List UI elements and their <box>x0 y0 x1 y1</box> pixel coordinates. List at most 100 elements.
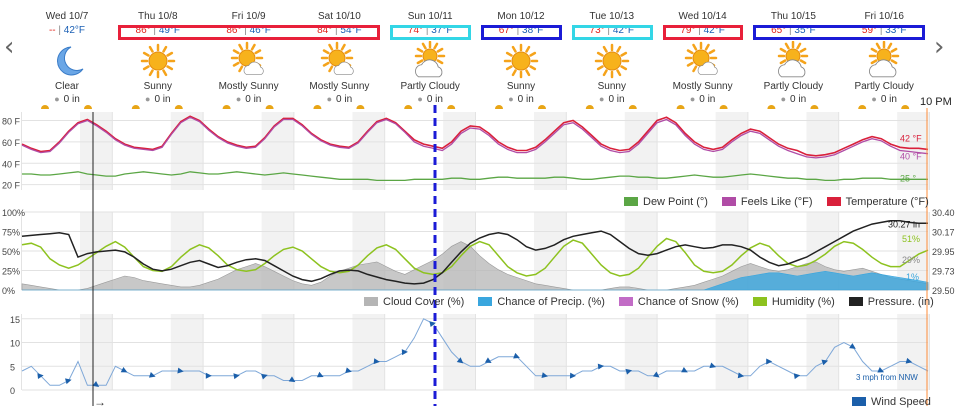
legend-label[interactable]: Wind Speed <box>871 396 931 408</box>
day-condition: Mostly Sunny <box>309 81 370 92</box>
y-tick-label: 60 F <box>2 138 21 148</box>
wind-direction-icon <box>597 363 605 370</box>
legend-label[interactable]: Dew Point (°) <box>643 196 708 208</box>
day-temps: 74° | 37°F <box>407 25 453 36</box>
sun-marker-icon <box>84 105 92 109</box>
legend-swatch[interactable] <box>852 397 866 406</box>
y-tick-label: 10 <box>10 339 20 349</box>
wind-direction-icon <box>205 372 212 379</box>
raindrop-icon: ● <box>508 94 514 104</box>
day-column[interactable]: Sun 10/11 74° | 37°F Partly Cloudy ● 0 in <box>385 0 475 110</box>
legend-label[interactable]: Pressure. (in) <box>867 296 934 308</box>
legend-label[interactable]: Feels Like (°F) <box>740 196 813 208</box>
legend-label[interactable]: Cloud Cover (%) <box>383 296 465 308</box>
next-arrow-button[interactable]: › <box>934 32 945 62</box>
legend-swatch[interactable] <box>478 297 493 306</box>
day-name: Wed 10/7 <box>45 11 89 22</box>
day-temps: 86° | 46°F <box>226 25 271 36</box>
low-temp: 37°F <box>431 25 453 36</box>
night-band <box>352 314 385 390</box>
sun-marker-icon <box>404 105 413 109</box>
pressure-end-label: 30.27 in <box>888 219 920 229</box>
sun-marker-icon <box>356 105 365 109</box>
raindrop-icon: ● <box>417 94 423 104</box>
raindrop-icon: ● <box>689 94 696 104</box>
humidity-legend: Cloud Cover (%) Chance of Precip. (%) Chan… <box>350 296 934 308</box>
prev-arrow-button[interactable]: ‹ <box>4 32 15 62</box>
sun-marker-icon <box>313 105 322 109</box>
legend-swatch[interactable] <box>364 297 378 306</box>
legend-swatch[interactable] <box>618 297 633 306</box>
sun-marker-icon <box>767 105 776 109</box>
wind-direction-icon <box>456 357 464 364</box>
legend-swatch[interactable] <box>752 297 767 306</box>
day-column[interactable]: Wed 10/7 -- | 42°F Clear ● 0 in <box>22 0 112 110</box>
cloud-cover-end-label: 29% <box>902 255 920 265</box>
sun-marker-icon <box>222 105 231 109</box>
highlight-box <box>662 25 744 40</box>
partly-cloudy-icon <box>410 40 450 81</box>
temperature-end-label: 42 °F <box>900 133 922 143</box>
day-temps: 79° | 42°F <box>680 25 725 36</box>
night-band <box>534 314 566 390</box>
day-column[interactable]: Fri 10/16 59° | 33°F Partly Cloudy ● 0 in <box>839 0 929 110</box>
day-condition: Partly Cloudy <box>763 81 824 92</box>
wind-direction-icon <box>92 381 100 388</box>
y-tick-label: 0% <box>2 286 15 296</box>
legend-swatch[interactable] <box>721 197 736 206</box>
wind-direction-icon <box>625 368 633 375</box>
wind-direction-icon <box>737 372 745 379</box>
day-condition: Clear <box>55 81 79 92</box>
raindrop-icon: ● <box>145 94 151 104</box>
day-precip: ● 0 in <box>871 94 897 105</box>
right-arrow-icon[interactable]: → <box>94 395 106 409</box>
wind-direction-icon <box>148 371 156 378</box>
highlight-box <box>753 25 925 40</box>
dew-point-end-label: 25 ° <box>900 173 917 183</box>
partly-sun-icon <box>229 41 269 81</box>
legend-label[interactable]: Humidity (%) <box>771 296 835 308</box>
wind-direction-icon <box>709 362 717 369</box>
wind-direction-icon <box>766 358 773 365</box>
day-precip: ● 0 in <box>599 94 625 105</box>
wind-direction-icon <box>513 352 520 359</box>
wind-direction-icon <box>821 359 829 366</box>
day-precip: ● 0 in <box>235 94 262 105</box>
wind-direction-icon <box>120 366 128 373</box>
wind-direction-icon <box>652 371 660 378</box>
day-column[interactable]: Tue 10/13 73° | 42°F Sunny ● 0 in <box>567 0 657 110</box>
low-temp: 38°F <box>522 25 544 36</box>
night-band <box>443 112 476 190</box>
day-name: Thu 10/8 <box>138 11 178 22</box>
legend-swatch[interactable] <box>624 197 638 206</box>
sun-marker-icon <box>265 105 274 109</box>
day-column[interactable]: Mon 10/12 67° | 38°F Sunny ● 0 in <box>476 0 566 110</box>
day-column[interactable]: Sat 10/10 84° | 54°F Mostly Sunny ● 0 in <box>294 0 384 110</box>
sun-marker-icon <box>719 105 728 109</box>
raindrop-icon: ● <box>326 94 333 104</box>
wind-direction-icon <box>316 371 324 378</box>
feels-like-end-label: 40 °F <box>900 152 922 162</box>
wind-direction-icon <box>65 378 72 385</box>
day-name: Sat 10/10 <box>317 11 361 22</box>
day-column[interactable]: Fri 10/9 86° | 46°F Mostly Sunny ● 0 in <box>204 0 294 110</box>
wind-direction-icon <box>373 358 380 365</box>
day-column[interactable]: Wed 10/14 79° | 42°F Mostly Sunny ● 0 in <box>658 0 748 110</box>
humidity-line <box>21 237 929 277</box>
night-band <box>806 112 839 190</box>
legend-swatch[interactable] <box>848 297 863 306</box>
legend-label[interactable]: Temperature (°F) <box>845 196 929 208</box>
legend-label[interactable]: Chance of Precip. (%) <box>497 296 605 308</box>
day-column[interactable]: Thu 10/15 65° | 35°F Partly Cloudy ● 0 in <box>748 0 838 110</box>
day-column[interactable]: Thu 10/8 86° | 49°F Sunny ● 0 in <box>113 0 203 110</box>
pressure-tick-label: 29.73 <box>932 267 955 277</box>
day-temps: 84° | 54°F <box>317 25 362 36</box>
sun-marker-icon <box>628 105 637 109</box>
wind-direction-icon <box>37 373 44 380</box>
legend-label[interactable]: Chance of Snow (%) <box>637 296 739 308</box>
day-condition: Sunny <box>143 81 172 92</box>
day-precip: ● 0 in <box>508 94 534 105</box>
legend-swatch[interactable] <box>826 197 841 206</box>
day-name: Thu 10/15 <box>770 11 816 22</box>
wind-direction-icon <box>261 373 268 380</box>
